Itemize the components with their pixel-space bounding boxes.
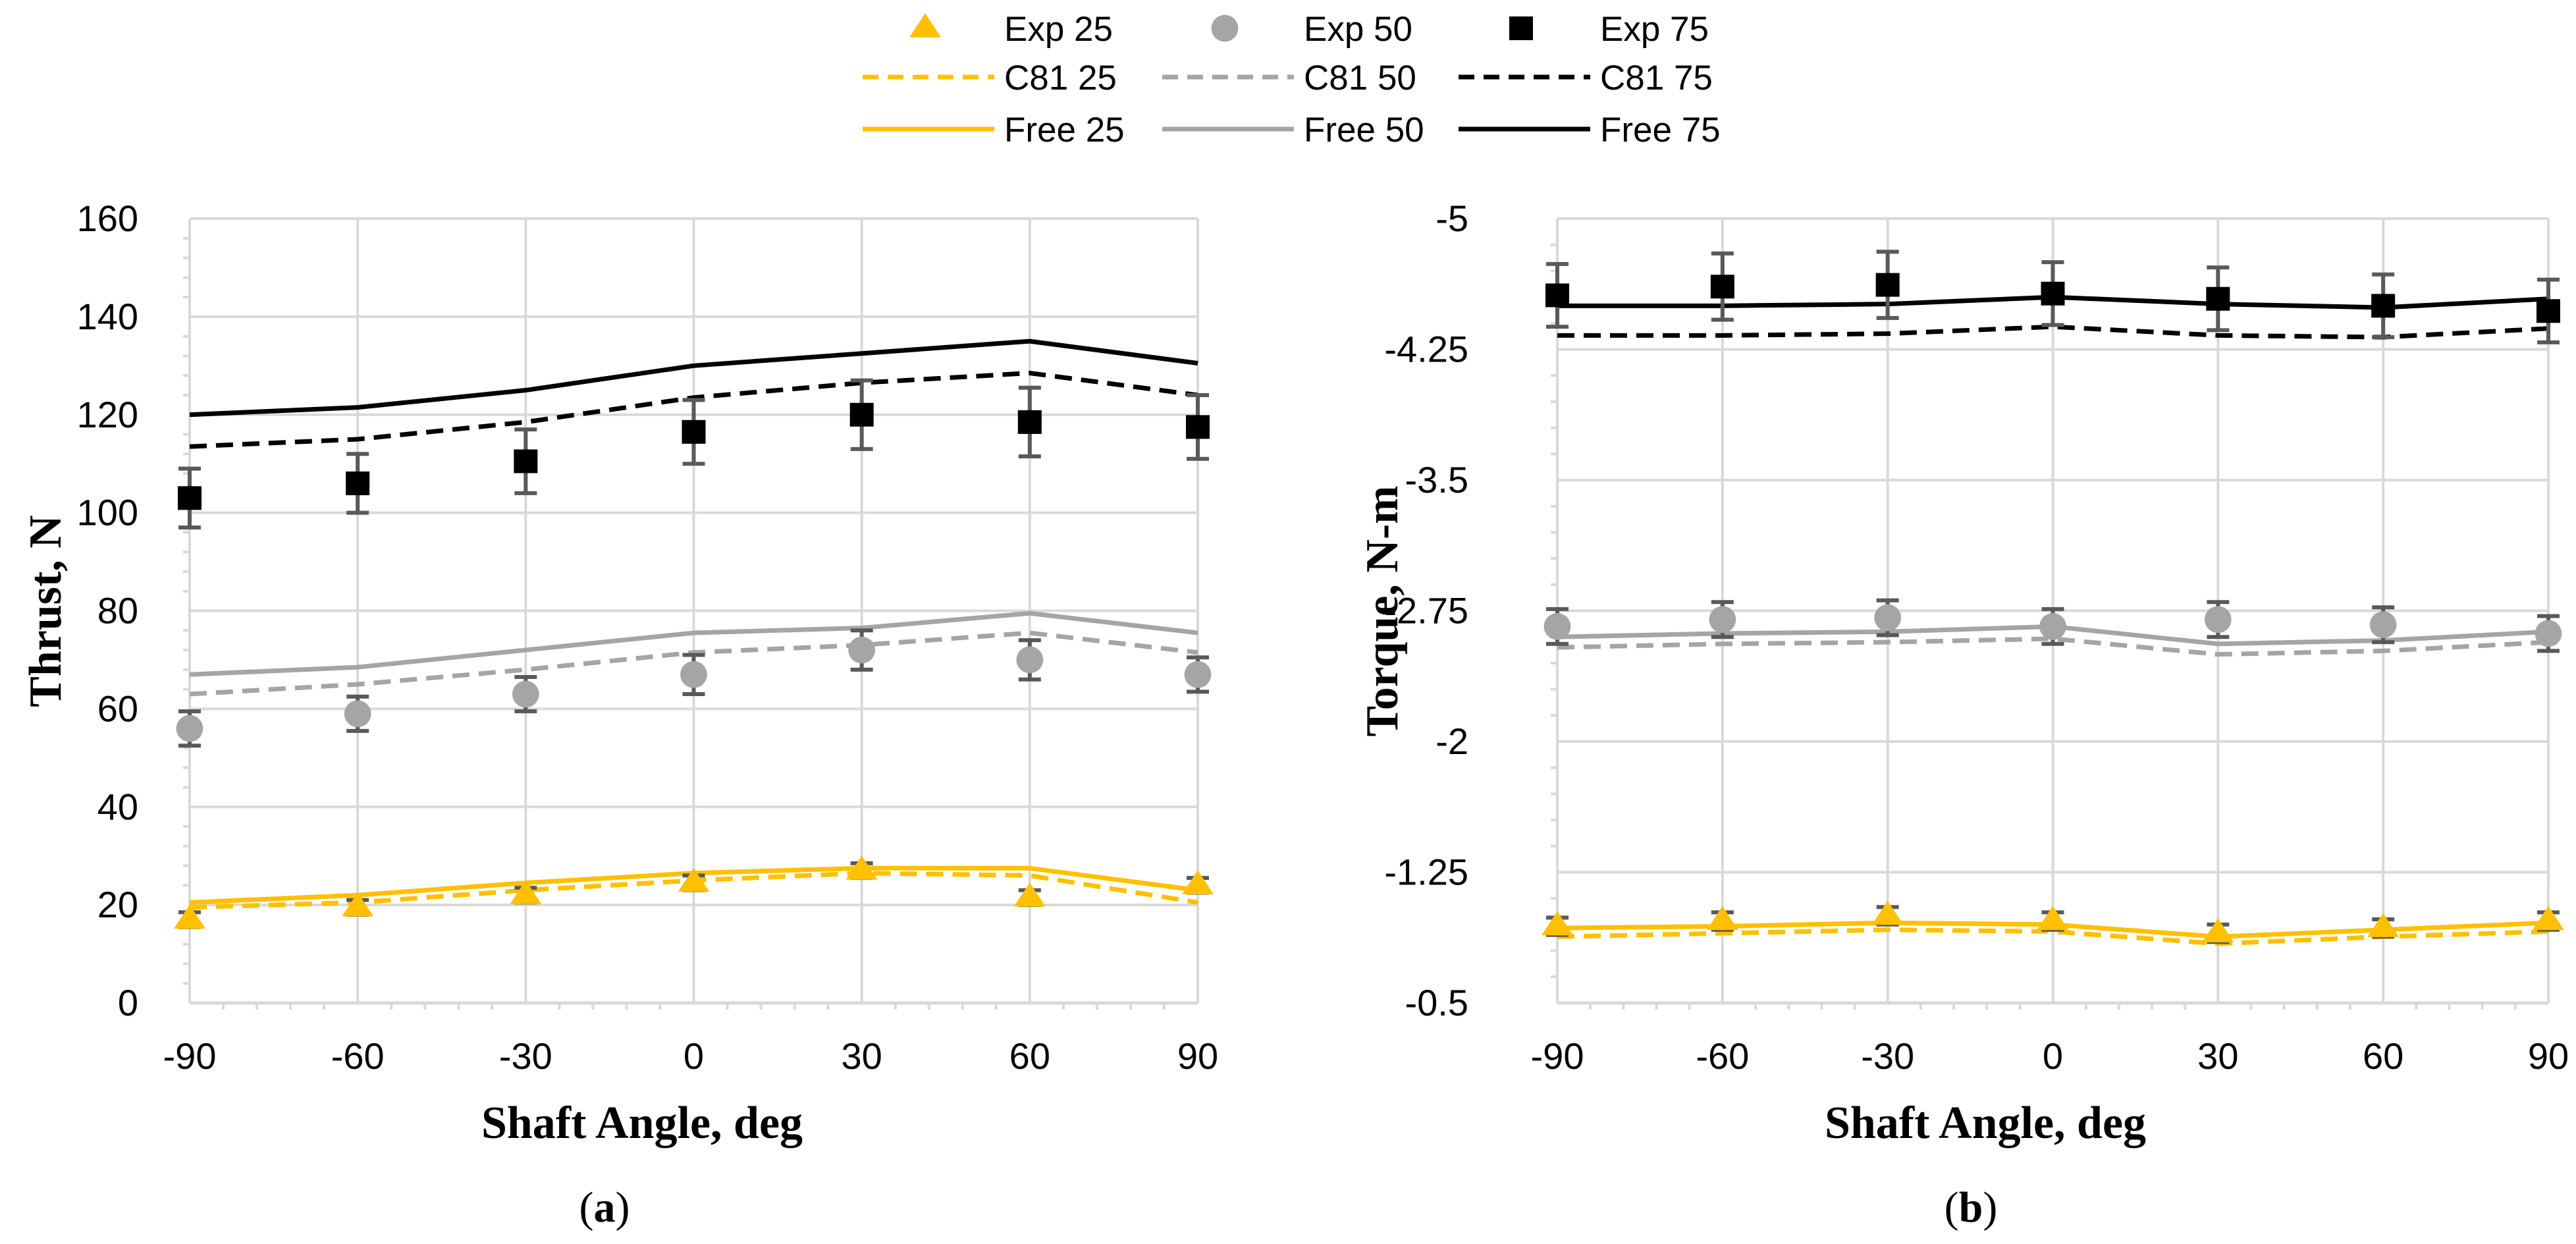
y-tick-label: -4.25 (1384, 329, 1468, 370)
y-tick-label: 40 (97, 786, 138, 827)
x-tick-label: 90 (1177, 1035, 1218, 1077)
data-point-exp-50 (2039, 612, 2066, 640)
y-tick-label: -0.5 (1405, 982, 1469, 1023)
y-axis-title: Torque, N-m (1357, 485, 1408, 736)
y-tick-label: 140 (77, 296, 138, 337)
data-point-exp-25 (1013, 882, 1046, 907)
x-tick-label: -60 (331, 1035, 385, 1077)
data-point-exp-25 (342, 892, 374, 917)
data-point-exp-75 (2206, 286, 2230, 311)
data-point-exp-50 (512, 680, 539, 708)
x-tick-label: -90 (1531, 1035, 1584, 1077)
data-point-exp-50 (1709, 606, 1736, 634)
series-line-c81-50 (1557, 636, 2549, 657)
x-tick-label: -30 (1861, 1035, 1914, 1077)
data-point-exp-25 (174, 904, 205, 929)
legend-marker-exp25 (909, 13, 941, 38)
data-point-exp-75 (514, 449, 538, 473)
data-point-exp-75 (1710, 275, 1734, 299)
chart-panel-b: -0.5 -1.25 -2 -2.75 -3.5 -4.25 -5 -90 -60 -30 0 30 6… (1357, 198, 2569, 1231)
x-tick-label: 60 (1009, 1035, 1050, 1077)
x-axis-title: Shaft Angle, deg (1825, 1098, 2146, 1149)
panel-label: (b) (1945, 1183, 1998, 1231)
data-point-exp-25 (845, 855, 878, 880)
data-point-exp-25 (1542, 911, 1573, 936)
y-tick-label: -5 (1436, 198, 1468, 239)
data-point-exp-50 (2369, 611, 2397, 639)
data-point-exp-25 (678, 867, 710, 892)
legend-label-free_75: Free 75 (1600, 111, 1721, 149)
legend-marker-exp75 (1509, 16, 1533, 40)
data-point-exp-75 (849, 402, 874, 427)
y-tick-label: -2.75 (1384, 590, 1468, 632)
legend-label-exp25: Exp 25 (1004, 10, 1113, 49)
panel-label: (a) (579, 1183, 630, 1231)
data-point-exp-25 (2202, 918, 2234, 942)
data-point-exp-75 (1875, 273, 1900, 297)
legend-label-c81_50: C81 50 (1304, 59, 1416, 97)
series-line-free-50 (189, 610, 1198, 677)
data-point-exp-50 (680, 661, 707, 688)
data-point-exp-25 (1871, 900, 1904, 925)
data-point-exp-50 (1543, 612, 1571, 640)
x-tick-label: 60 (2363, 1035, 2403, 1077)
y-tick-label: -2 (1436, 720, 1468, 762)
legend-label-exp50: Exp 50 (1304, 10, 1412, 49)
chart-panel-a: 0 20 40 60 80 100 120 140 160 -90 -60 -30 0 30 60 90 Sha… (20, 198, 1218, 1231)
data-point-exp-25 (1706, 906, 1738, 931)
data-point-exp-50 (1184, 661, 1212, 688)
data-point-exp-75 (346, 471, 370, 495)
x-tick-label: 0 (2043, 1035, 2063, 1077)
data-point-exp-25 (510, 880, 542, 904)
x-tick-label: 0 (684, 1035, 704, 1077)
y-tick-label: 0 (118, 982, 138, 1023)
x-tick-label: -90 (163, 1035, 217, 1077)
data-point-exp-75 (178, 486, 201, 510)
x-tick-label: 30 (842, 1035, 882, 1077)
legend-label-exp75: Exp 75 (1600, 10, 1709, 49)
data-point-exp-50 (1016, 646, 1044, 674)
data-point-exp-75 (2371, 294, 2396, 318)
y-tick-label: 60 (97, 688, 138, 729)
legend-label-c81_25: C81 25 (1004, 59, 1117, 97)
data-point-exp-75 (2041, 281, 2065, 306)
x-axis-title: Shaft Angle, deg (481, 1098, 803, 1149)
data-point-exp-75 (1017, 410, 1042, 434)
legend-label-free_25: Free 25 (1004, 111, 1125, 149)
data-point-exp-75 (1186, 415, 1210, 439)
y-tick-label: -1.25 (1384, 852, 1468, 893)
series-line-c81-75 (189, 370, 1198, 449)
data-point-exp-75 (1545, 283, 1569, 308)
series-line-free-75 (189, 338, 1198, 418)
y-tick-label: 20 (97, 884, 138, 925)
data-point-exp-25 (2367, 913, 2400, 937)
data-point-exp-50 (2535, 620, 2562, 647)
data-point-exp-25 (2037, 906, 2069, 931)
y-tick-label: 80 (97, 590, 138, 632)
data-point-exp-50 (848, 636, 876, 664)
x-tick-label: 30 (2197, 1035, 2238, 1077)
y-tick-label: 120 (77, 394, 138, 435)
x-tick-label: -60 (1696, 1035, 1749, 1077)
legend-label-free_50: Free 50 (1304, 111, 1424, 149)
y-tick-label: -3.5 (1405, 459, 1469, 500)
y-axis-title: Thrust, N (20, 515, 71, 707)
data-point-exp-50 (2204, 606, 2232, 634)
y-tick-label: 100 (77, 492, 138, 533)
y-tick-label: 160 (77, 198, 138, 239)
data-point-exp-75 (2536, 299, 2560, 323)
legend-label-c81_75: C81 75 (1600, 59, 1713, 97)
data-point-exp-50 (344, 700, 371, 728)
data-point-exp-25 (2533, 906, 2564, 931)
series-line-c81-50 (189, 630, 1198, 697)
x-tick-label: -30 (499, 1035, 552, 1077)
data-point-exp-50 (1874, 604, 1902, 632)
data-point-exp-50 (176, 715, 203, 742)
data-point-exp-25 (1182, 870, 1214, 895)
data-point-exp-75 (682, 419, 706, 444)
legend-marker-exp50 (1211, 14, 1239, 42)
legend: Exp 25 Exp 50 Exp 75 C81 25 C81 50 C81 75 Free… (863, 10, 1721, 149)
x-tick-label: 90 (2528, 1035, 2569, 1077)
